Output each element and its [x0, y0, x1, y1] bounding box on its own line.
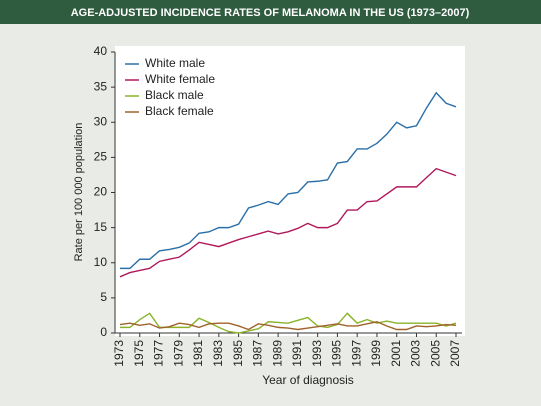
x-tick-label: 1973 — [112, 340, 126, 367]
x-tick-label: 1983 — [211, 340, 225, 367]
y-tick-label: 10 — [94, 255, 108, 269]
x-tick-label: 2001 — [389, 340, 403, 367]
y-tick-label: 35 — [94, 79, 108, 93]
legend-label: Black female — [145, 104, 214, 118]
x-tick-label: 1993 — [310, 340, 324, 367]
data-line — [120, 312, 457, 334]
x-tick-label: 1979 — [171, 340, 185, 367]
x-tick-label: 1977 — [152, 340, 166, 367]
x-tick-label: 1975 — [132, 340, 146, 367]
x-tick-label: 2005 — [428, 340, 442, 367]
legend-label: White female — [145, 72, 215, 86]
y-tick-label: 30 — [94, 114, 108, 128]
plot-area — [115, 46, 465, 336]
x-tick-label: 1987 — [251, 340, 265, 367]
x-tick-label: 1985 — [231, 340, 245, 367]
y-axis-label: Rate per 100 000 population — [73, 123, 85, 262]
x-tick-label: 1999 — [369, 340, 383, 367]
title-bar — [0, 0, 541, 24]
y-tick-label: 0 — [100, 325, 107, 339]
data-line — [119, 321, 457, 331]
data-line — [119, 167, 457, 278]
x-tick-label: 1981 — [191, 340, 205, 367]
x-tick-label: 2003 — [409, 340, 423, 367]
legend-label: White male — [145, 56, 205, 70]
y-tick-label: 25 — [94, 150, 108, 164]
y-tick-label: 5 — [100, 290, 107, 304]
y-tick-label: 40 — [94, 44, 108, 58]
y-tick-label: 15 — [94, 220, 108, 234]
x-tick-label: 1991 — [290, 340, 304, 367]
x-tick-label: 1995 — [330, 340, 344, 367]
y-tick-label: 20 — [94, 185, 108, 199]
data-line — [120, 91, 457, 270]
legend-label: Black male — [145, 88, 204, 102]
x-tick-label: 2007 — [448, 340, 462, 367]
x-tick-label: 1997 — [349, 340, 363, 367]
chart-title: AGE-ADJUSTED INCIDENCE RATES OF MELANOMA… — [71, 7, 470, 19]
x-axis-label: Year of diagnosis — [262, 373, 354, 387]
x-tick-label: 1989 — [270, 340, 284, 367]
